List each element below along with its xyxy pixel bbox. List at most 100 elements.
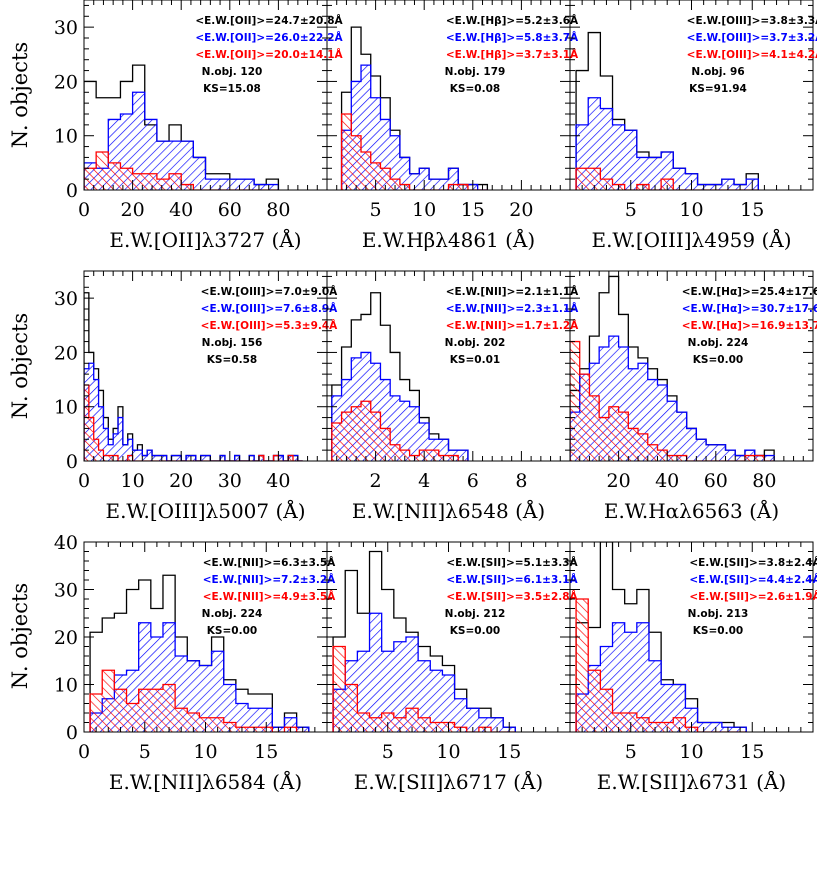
x-tick-label: 20: [607, 470, 631, 492]
panel-oii-3727: 0 20 40 60 80 0 10 20 30 E.W.[OII]λ3727 (Å) <E.W.[…: [54, 0, 344, 252]
x-tick-label: 5: [370, 199, 382, 221]
x-tick-label: 20: [509, 199, 533, 221]
stat-annotation: <E.W.[OIII]>=7.0±9.0Å: [201, 285, 339, 298]
hist-fill-red: [331, 401, 468, 461]
stat-annotation: <E.W.[OIII]>=7.6±8.9Å: [201, 302, 339, 315]
hist-outline-blue: [332, 612, 516, 732]
stat-annotation: <E.W.[NII]>=6.3±3.5Å: [203, 556, 336, 569]
x-axis-label: E.W.[OIII]λ4959 (Å): [591, 227, 791, 252]
panel-oiii-4959: 5 10 15 E.W.[OIII]λ4959 (Å) <E.W.[OIII]>=3.8…: [569, 0, 817, 252]
x-tick-label: 20: [121, 199, 145, 221]
stat-annotation: <E.W.[Hα]>=16.9±13.7Å: [682, 319, 817, 332]
stat-annotation: <E.W.[NII]>=1.7±1.2Å: [446, 319, 579, 332]
hist-outline-red: [575, 598, 747, 732]
stat-annotation: KS=0.58: [207, 354, 257, 366]
y-axis-label-row-1: N. objects: [8, 42, 32, 148]
x-tick-label: 10: [412, 199, 436, 221]
stat-annotation: KS=0.00: [693, 354, 743, 366]
stat-annotation: <E.W.[Hα]>=25.4±17.6Å: [682, 285, 817, 298]
x-tick-label: 5: [625, 199, 637, 221]
y-tick-label: 0: [66, 180, 78, 202]
panel-halpha-6563: 20 40 60 80 E.W.Hαλ6563 (Å) <E.W.[Hα]>=25.4±1…: [569, 270, 817, 523]
hist-fill-red: [341, 114, 488, 190]
panel-sii-6731: 5 10 15 E.W.[SII]λ6731 (Å) <E.W.[SII]>=3.8±2…: [569, 541, 817, 794]
stat-annotation: <E.W.[OIII]>=3.7±3.2Å: [687, 31, 817, 44]
x-tick-label: 10: [193, 741, 217, 763]
hist-outline-red: [89, 669, 309, 732]
stat-annotation: N.obj. 202: [445, 337, 506, 349]
x-tick-label: 2: [370, 470, 382, 492]
x-tick-label: 40: [266, 470, 290, 492]
y-axis-label-row-3: N. objects: [8, 583, 32, 689]
x-tick-label: 15: [740, 741, 764, 763]
x-axis-label: E.W.[SII]λ6717 (Å): [354, 769, 543, 794]
hist-outline-red: [332, 645, 516, 732]
hist-outline-blue: [84, 91, 280, 190]
x-tick-label: 10: [679, 199, 703, 221]
hist-outline-red: [84, 384, 303, 461]
stat-annotation: <E.W.[SII]>=5.1±3.3Å: [446, 556, 578, 569]
stat-annotation: KS=0.00: [450, 625, 500, 637]
stat-annotation: <E.W.[SII]>=2.6±1.9Å: [689, 590, 817, 603]
y-tick-label: 10: [54, 675, 78, 697]
x-tick-label: 10: [436, 741, 460, 763]
panel-nii-6548: 2 4 6 8 E.W.[NII]λ6548 (Å) <E.W.[NII]>=2.1±1.…: [326, 270, 579, 523]
hist-outline-red: [340, 113, 488, 190]
stat-annotation: KS=0.08: [450, 83, 500, 95]
hist-outline-red: [84, 151, 279, 190]
hist-fill-red: [333, 646, 516, 732]
x-tick-label: 80: [266, 199, 290, 221]
x-tick-label: 20: [169, 470, 193, 492]
stat-annotation: N.obj. 224: [202, 608, 263, 620]
stat-annotation: KS=91.94: [689, 83, 747, 95]
hist-outline-blue: [331, 351, 469, 461]
stat-annotation: <E.W.[OIII]>=4.1±4.2Å: [687, 48, 817, 61]
hist-fill-red: [576, 599, 747, 732]
y-tick-label: 30: [54, 580, 78, 602]
stat-annotation: <E.W.[SII]>=4.4±2.4Å: [689, 573, 817, 586]
panel-frame: [569, 270, 814, 462]
hist-fill-red: [90, 670, 309, 732]
stat-annotation: N.obj. 213: [688, 608, 749, 620]
x-tick-label: 15: [740, 199, 764, 221]
x-tick-label: 15: [461, 199, 485, 221]
stat-annotation: N.obj. 96: [691, 66, 744, 78]
x-tick-label: 80: [752, 470, 776, 492]
y-tick-label: 20: [54, 627, 78, 649]
stat-annotation: N.obj. 120: [202, 66, 263, 78]
hist-outline-blue: [575, 622, 747, 732]
x-tick-label: 6: [467, 470, 479, 492]
x-axis-label: E.W.[OIII]λ5007 (Å): [105, 498, 305, 523]
hist-fill-blue: [341, 65, 488, 190]
hist-outline-red: [575, 167, 759, 190]
hist-fill-blue: [333, 613, 516, 732]
y-tick-label: 10: [54, 126, 78, 148]
x-tick-label: 5: [625, 741, 637, 763]
y-tick-label: 20: [54, 342, 78, 364]
y-tick-label: 0: [66, 722, 78, 744]
x-tick-label: 5: [139, 741, 151, 763]
stat-annotation: <E.W.[Hβ]>=5.2±3.6Å: [446, 14, 579, 27]
hist-outline-red: [570, 340, 775, 461]
x-tick-label: 60: [704, 470, 728, 492]
stat-annotation: <E.W.[NII]>=2.1±1.1Å: [446, 285, 579, 298]
y-tick-label: 20: [54, 71, 78, 93]
x-axis-label: E.W.[NII]λ6584 (Å): [109, 769, 302, 794]
stat-annotation: N.obj. 179: [445, 66, 506, 78]
y-tick-label: 30: [54, 17, 78, 39]
x-tick-label: 60: [218, 199, 242, 221]
x-tick-label: 10: [679, 741, 703, 763]
stat-annotation: <E.W.[NII]>=7.2±3.2Å: [203, 573, 336, 586]
x-tick-label: 4: [418, 470, 430, 492]
x-axis-label: E.W.[SII]λ6731 (Å): [597, 769, 786, 794]
stat-annotation: KS=0.00: [693, 625, 743, 637]
y-tick-label: 30: [54, 288, 78, 310]
x-tick-label: 10: [121, 470, 145, 492]
x-tick-label: 0: [78, 199, 90, 221]
x-tick-label: 0: [78, 741, 90, 763]
x-axis-label: E.W.[OII]λ3727 (Å): [109, 227, 301, 252]
x-axis-label: E.W.[NII]λ6548 (Å): [352, 498, 545, 523]
hist-outline-blue: [575, 97, 759, 190]
x-tick-label: 40: [169, 199, 193, 221]
